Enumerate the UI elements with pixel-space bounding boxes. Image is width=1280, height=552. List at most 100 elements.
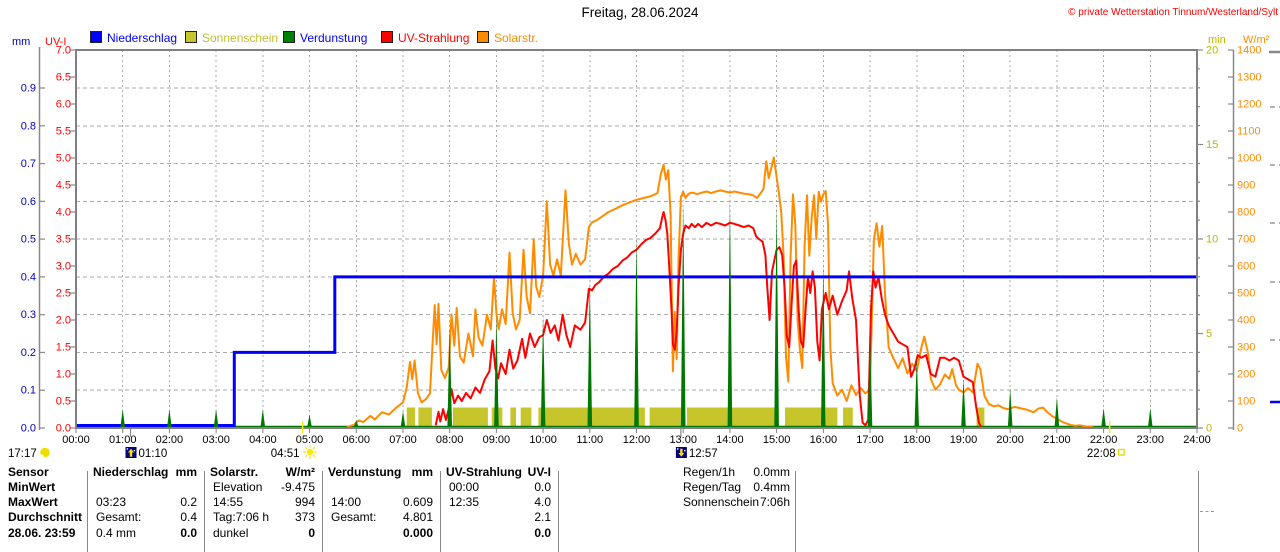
svg-text:0.2: 0.2 bbox=[21, 347, 36, 359]
stat-row-label: Sensor bbox=[8, 465, 49, 479]
uv-strahlung-swatch-icon bbox=[381, 31, 393, 43]
svg-text:21:00: 21:00 bbox=[1043, 434, 1071, 446]
svg-text:15: 15 bbox=[1206, 139, 1218, 151]
sensor-column-unit: mm bbox=[175, 465, 197, 479]
svg-text:12:57: 12:57 bbox=[689, 448, 718, 460]
svg-text:2.0: 2.0 bbox=[56, 315, 71, 327]
sensor-column-unit: UV-I bbox=[527, 465, 551, 479]
svg-text:1.5: 1.5 bbox=[56, 342, 71, 354]
svg-text:5.5: 5.5 bbox=[56, 126, 71, 138]
moon-disc-icon bbox=[38, 447, 50, 460]
svg-text:600: 600 bbox=[1237, 261, 1255, 273]
stat-cell-label: Gesamt: bbox=[331, 510, 377, 524]
stat-cell-label: Gesamt: bbox=[96, 510, 142, 524]
sensor-column-header: Verdunstung bbox=[328, 465, 402, 479]
svg-text:0.4: 0.4 bbox=[21, 271, 36, 283]
table-column-divider bbox=[322, 471, 323, 552]
svg-text:07:00: 07:00 bbox=[389, 434, 417, 446]
verdunstung-series bbox=[120, 197, 1153, 427]
page-title: Freitag, 28.06.2024 bbox=[581, 5, 699, 20]
niederschlag-series bbox=[76, 275, 1197, 427]
legend-label: UV-Strahlung bbox=[398, 31, 470, 45]
legend-label: Niederschlag bbox=[107, 31, 178, 45]
svg-text:08:00: 08:00 bbox=[436, 434, 464, 446]
stat-cell-value: 0.4 bbox=[180, 510, 197, 524]
sonnenschein-swatch-icon bbox=[185, 31, 197, 43]
table-column-divider bbox=[87, 471, 88, 552]
svg-text:15:00: 15:00 bbox=[763, 434, 791, 446]
stat-cell-label: 03:23 bbox=[96, 495, 127, 509]
stat-cell-value: 0.0 bbox=[534, 480, 551, 494]
svg-text:20: 20 bbox=[1206, 45, 1218, 57]
svg-text:1200: 1200 bbox=[1237, 99, 1261, 111]
moonrise-time-label: 17:17 bbox=[8, 448, 37, 460]
svg-text:0.9: 0.9 bbox=[21, 83, 36, 95]
station-copyright: © private Wetterstation Tinnum/Westerlan… bbox=[1068, 7, 1278, 18]
svg-text:17:00: 17:00 bbox=[856, 434, 884, 446]
sensor-column-unit: mm bbox=[411, 465, 433, 479]
sensor-column-header: Solarstr. bbox=[210, 465, 259, 479]
stat-cell-label: 14:55 bbox=[213, 495, 244, 509]
svg-text:13:00: 13:00 bbox=[669, 434, 697, 446]
svg-text:6.5: 6.5 bbox=[56, 72, 71, 84]
svg-text:03:00: 03:00 bbox=[202, 434, 230, 446]
svg-text:0.5: 0.5 bbox=[21, 234, 36, 246]
svg-text:3.5: 3.5 bbox=[56, 234, 71, 246]
legend-item-niederschlag: Niederschlag bbox=[90, 31, 177, 45]
sunset-icon bbox=[1118, 448, 1125, 456]
uvi-axis-unit-label: UV-I bbox=[45, 36, 67, 48]
svg-text:200: 200 bbox=[1237, 369, 1255, 381]
svg-text:23:00: 23:00 bbox=[1137, 434, 1165, 446]
svg-text:300: 300 bbox=[1237, 342, 1255, 354]
svg-text:09:00: 09:00 bbox=[483, 434, 511, 446]
stat-cell-value: 373 bbox=[294, 510, 315, 524]
stat-cell-label: Tag:7:06 h bbox=[213, 510, 270, 524]
sensor-column-unit: W/m² bbox=[285, 465, 315, 479]
stat-row-label: 28.06. 23:59 bbox=[8, 526, 76, 540]
sensor-column-header: Niederschlag bbox=[93, 465, 169, 479]
svg-text:0.8: 0.8 bbox=[21, 120, 36, 132]
moon-rise-icon bbox=[125, 447, 137, 458]
cropped-gridline-stub bbox=[1200, 511, 1214, 512]
legend-item-sonnenschein: Sonnenschein bbox=[185, 31, 278, 45]
legend-label: Solarstr. bbox=[494, 31, 539, 45]
svg-text:2.5: 2.5 bbox=[56, 288, 71, 300]
stat-cell-label: 00:00 bbox=[449, 480, 480, 494]
svg-text:20:00: 20:00 bbox=[996, 434, 1024, 446]
min-axis-unit-label: min bbox=[1208, 34, 1226, 46]
svg-text:01:10: 01:10 bbox=[139, 448, 168, 460]
svg-text:800: 800 bbox=[1237, 207, 1255, 219]
stat-cell-label: 0.4 mm bbox=[96, 526, 137, 540]
svg-text:10:00: 10:00 bbox=[529, 434, 557, 446]
svg-text:18:00: 18:00 bbox=[903, 434, 931, 446]
svg-text:900: 900 bbox=[1237, 180, 1255, 192]
summary-label: Sonnenschein bbox=[683, 495, 760, 509]
table-column-divider bbox=[558, 471, 559, 552]
svg-text:100: 100 bbox=[1237, 396, 1255, 408]
niederschlag-swatch-icon bbox=[90, 31, 102, 43]
stat-cell-label: 14:00 bbox=[331, 495, 362, 509]
table-column-divider bbox=[1198, 471, 1199, 552]
svg-text:1000: 1000 bbox=[1237, 153, 1261, 165]
svg-text:19:00: 19:00 bbox=[950, 434, 978, 446]
summary-label: Regen/1h bbox=[683, 465, 736, 479]
svg-text:400: 400 bbox=[1237, 315, 1255, 327]
stat-row-label: Durchschnitt bbox=[8, 510, 83, 524]
svg-text:0.7: 0.7 bbox=[21, 158, 36, 170]
summary-value: 0.4mm bbox=[753, 480, 790, 494]
stat-cell-value: 2.1 bbox=[534, 510, 551, 524]
table-column-divider bbox=[440, 471, 441, 552]
svg-text:1300: 1300 bbox=[1237, 72, 1261, 84]
stat-cell-value: 0.0 bbox=[534, 526, 551, 540]
svg-text:0.6: 0.6 bbox=[21, 196, 36, 208]
svg-text:0.0: 0.0 bbox=[56, 423, 71, 435]
svg-text:3.0: 3.0 bbox=[56, 261, 71, 273]
svg-text:0.1: 0.1 bbox=[21, 385, 36, 397]
summary-label: Regen/Tag bbox=[683, 480, 742, 494]
svg-text:700: 700 bbox=[1237, 234, 1255, 246]
moon-set-icon bbox=[675, 447, 687, 458]
svg-text:0: 0 bbox=[1237, 423, 1243, 435]
svg-text:0.3: 0.3 bbox=[21, 309, 36, 321]
svg-text:5: 5 bbox=[1206, 328, 1212, 340]
